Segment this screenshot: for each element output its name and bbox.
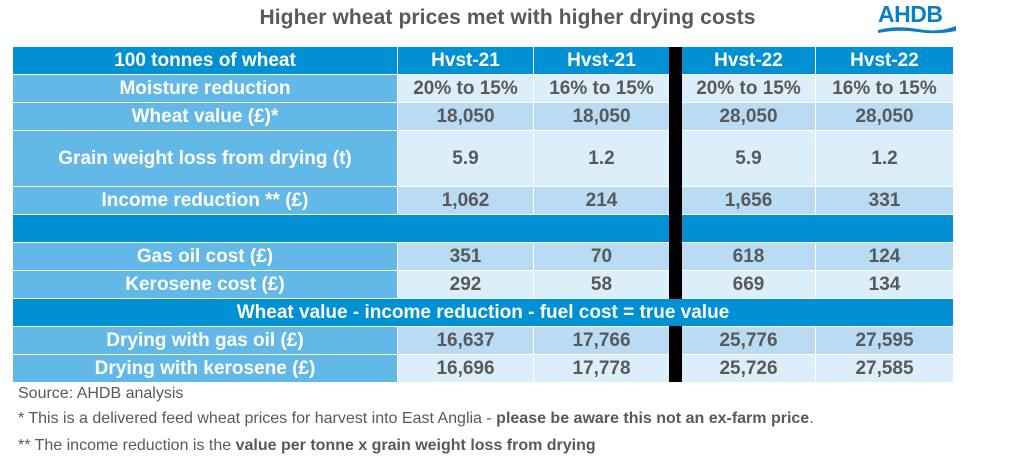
table-row: Drying with kerosene (£) 16,696 17,778 2… — [13, 355, 953, 382]
table-row: Grain weight loss from drying (t) 5.9 1.… — [13, 131, 953, 186]
cell-value: 16,637 — [398, 327, 533, 354]
formula-band: Wheat value - income reduction - fuel co… — [13, 299, 953, 326]
cell-value: 25,726 — [682, 355, 815, 382]
cell-value: 351 — [398, 243, 533, 270]
logo-wave-icon — [878, 26, 956, 34]
cell-value: 70 — [534, 243, 669, 270]
footnote-1-end: . — [809, 410, 814, 427]
cell-value: 292 — [398, 271, 533, 298]
ahdb-logo: AHDB — [878, 0, 958, 36]
cell-value: 134 — [816, 271, 953, 298]
logo-text: AHDB — [878, 1, 943, 27]
header-col: Hvst-22 — [816, 47, 953, 74]
cell-value: 20% to 15% — [398, 75, 533, 102]
table-row: Drying with gas oil (£) 16,637 17,766 25… — [13, 327, 953, 354]
cell-value: 18,050 — [534, 103, 669, 130]
header-col: Hvst-22 — [682, 47, 815, 74]
footnote-2: ** The income reduction is the value per… — [18, 437, 596, 455]
header-col: Hvst-21 — [534, 47, 669, 74]
footnote-1-bold: please be aware this not an ex-farm pric… — [496, 410, 810, 427]
footnote-2-bold: value per tonne x grain weight loss from… — [235, 437, 596, 454]
table-header-row: 100 tonnes of wheat Hvst-21 Hvst-21 Hvst… — [13, 47, 953, 74]
spacer-band — [13, 215, 953, 242]
cell-value: 28,050 — [816, 103, 953, 130]
footnote-2-text: ** The income reduction is the — [18, 437, 236, 454]
cell-value: 618 — [682, 243, 815, 270]
row-label: Gas oil cost (£) — [13, 243, 397, 270]
row-label: Kerosene cost (£) — [13, 271, 397, 298]
cell-value: 28,050 — [682, 103, 815, 130]
page-title: Higher wheat prices met with higher dryi… — [259, 6, 756, 29]
cell-value: 16% to 15% — [816, 75, 953, 102]
cell-value: 214 — [534, 187, 669, 214]
cell-value: 1.2 — [534, 131, 669, 186]
table-row: Gas oil cost (£) 351 70 618 124 — [13, 243, 953, 270]
cell-value: 17,778 — [534, 355, 669, 382]
table-row: Wheat value (£)* 18,050 18,050 28,050 28… — [13, 103, 953, 130]
formula-text: Wheat value - income reduction - fuel co… — [236, 301, 730, 323]
cell-value: 1.2 — [816, 131, 953, 186]
row-label: Wheat value (£)* — [13, 103, 397, 130]
cell-value: 1,656 — [682, 187, 815, 214]
source-note: Source: AHDB analysis — [18, 385, 184, 402]
cell-value: 1,062 — [398, 187, 533, 214]
year-divider — [669, 326, 682, 382]
cell-value: 331 — [816, 187, 953, 214]
table-row: Income reduction ** (£) 1,062 214 1,656 … — [13, 187, 953, 214]
row-label: Income reduction ** (£) — [13, 187, 397, 214]
cell-value: 18,050 — [398, 103, 533, 130]
footnote-1: * This is a delivered feed wheat prices … — [18, 410, 814, 428]
cell-value: 124 — [816, 243, 953, 270]
row-label: Drying with gas oil (£) — [13, 327, 397, 354]
row-label: Drying with kerosene (£) — [13, 355, 397, 382]
table-row: Kerosene cost (£) 292 58 669 134 — [13, 271, 953, 298]
cell-value: 16,696 — [398, 355, 533, 382]
cell-value: 25,776 — [682, 327, 815, 354]
cell-value: 5.9 — [398, 131, 533, 186]
row-label: Grain weight loss from drying (t) — [13, 131, 397, 186]
cell-value: 17,766 — [534, 327, 669, 354]
row-label: Moisture reduction — [13, 75, 397, 102]
header-label: 100 tonnes of wheat — [13, 47, 397, 74]
cell-value: 27,595 — [816, 327, 953, 354]
header-col: Hvst-21 — [398, 47, 533, 74]
cell-value: 669 — [682, 271, 815, 298]
footnote-1-text: * This is a delivered feed wheat prices … — [18, 410, 497, 427]
cell-value: 58 — [534, 271, 669, 298]
year-divider — [669, 47, 682, 299]
table-row: Moisture reduction 20% to 15% 16% to 15%… — [13, 75, 953, 102]
cell-value: 27,585 — [816, 355, 953, 382]
cell-value: 5.9 — [682, 131, 815, 186]
cell-value: 16% to 15% — [534, 75, 669, 102]
cell-value: 20% to 15% — [682, 75, 815, 102]
